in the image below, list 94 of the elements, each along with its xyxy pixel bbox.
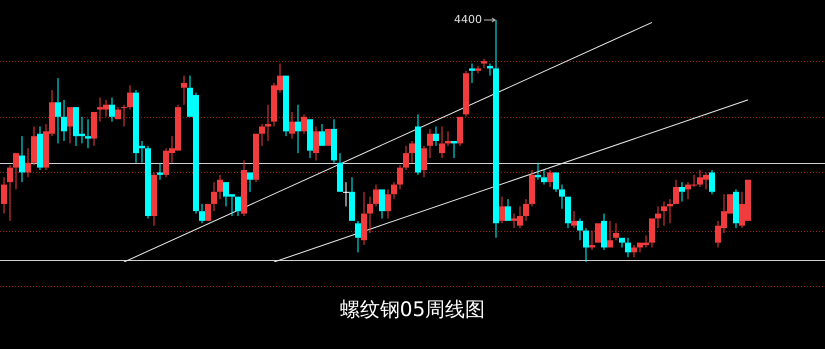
candlestick (601, 213, 607, 250)
candlestick (619, 238, 625, 248)
candlestick (421, 145, 427, 178)
candlestick (679, 182, 685, 202)
candlestick (391, 182, 397, 200)
candlestick (85, 118, 91, 149)
candlestick (121, 104, 127, 127)
candlestick (397, 164, 403, 190)
candlestick (571, 210, 577, 229)
candlestick (535, 162, 541, 180)
candlestick (55, 78, 61, 144)
candlestick (565, 196, 571, 229)
candlestick (385, 188, 391, 219)
candlestick (145, 145, 151, 219)
candlestick (115, 106, 121, 120)
candlestick (463, 70, 469, 118)
candlestick (649, 218, 655, 248)
candlestick (457, 116, 463, 146)
candlestick (427, 128, 433, 158)
candlestick (709, 170, 715, 195)
candlestick (151, 172, 157, 226)
candlestick (481, 58, 487, 69)
candlestick (13, 153, 19, 190)
candlestick (655, 206, 661, 229)
candlestick (241, 160, 247, 217)
candlestick (337, 152, 343, 192)
candlestick (259, 124, 265, 146)
candlestick (523, 198, 529, 222)
candlestick (307, 119, 313, 158)
candlestick (451, 141, 457, 158)
candlestick (493, 20, 499, 238)
candlestick (529, 170, 535, 207)
candlestick (475, 65, 481, 74)
candlestick (349, 176, 355, 221)
candlestick (403, 145, 409, 171)
text: 螺纹钢05周线图 (338, 296, 486, 323)
candlestick (289, 111, 295, 140)
candlestick (157, 162, 163, 180)
candlestick (559, 184, 565, 210)
candlestick (67, 107, 73, 144)
candlestick (361, 191, 367, 246)
candlestick (211, 182, 217, 212)
candlestick (181, 75, 187, 106)
candlestick (547, 170, 553, 188)
candlestick (127, 84, 133, 110)
candlestick (313, 126, 319, 161)
candlestick (613, 222, 619, 241)
candlestick (19, 136, 25, 183)
candlestick (31, 126, 37, 166)
candlestick (625, 237, 631, 258)
candlestick (319, 124, 325, 146)
candlestick (283, 76, 289, 137)
candlestick (607, 220, 613, 248)
candlestick (733, 188, 739, 229)
candlestick (25, 148, 31, 178)
candlestick (265, 104, 271, 142)
candlestick (355, 220, 361, 253)
candlestick (109, 96, 115, 122)
candlestick (367, 196, 373, 234)
candlestick (247, 172, 253, 192)
candlestick (661, 201, 667, 226)
annotation: 4400 (454, 12, 482, 26)
candlestick (1, 176, 7, 214)
candlestick (295, 104, 301, 154)
candlestick (301, 114, 307, 134)
candlestick (61, 99, 67, 142)
candlestick (343, 182, 349, 207)
candlestick (577, 218, 583, 241)
candlestick (415, 114, 421, 176)
candlestick (433, 126, 439, 146)
candlestick (7, 164, 13, 222)
candlestick (499, 196, 505, 224)
candlestick (589, 230, 595, 250)
candlestick (91, 112, 97, 146)
candlestick (379, 189, 385, 219)
candlestick (409, 140, 415, 164)
candlestick (631, 244, 637, 258)
candlestick (199, 203, 205, 224)
candlestick (553, 172, 559, 192)
candlestick (505, 198, 511, 221)
candlestick (673, 179, 679, 204)
candlestick (469, 63, 475, 84)
candlestick (583, 228, 589, 262)
candlestick (37, 126, 43, 171)
candlestick (217, 174, 223, 200)
candlestick (331, 118, 337, 164)
candlestick (253, 134, 259, 183)
candlestick (373, 184, 379, 207)
candlestick (439, 126, 445, 158)
candlestick (541, 170, 547, 186)
candlestick (445, 130, 451, 146)
candlestick (487, 63, 493, 76)
candlestick (235, 196, 241, 217)
candlestick (667, 198, 673, 224)
